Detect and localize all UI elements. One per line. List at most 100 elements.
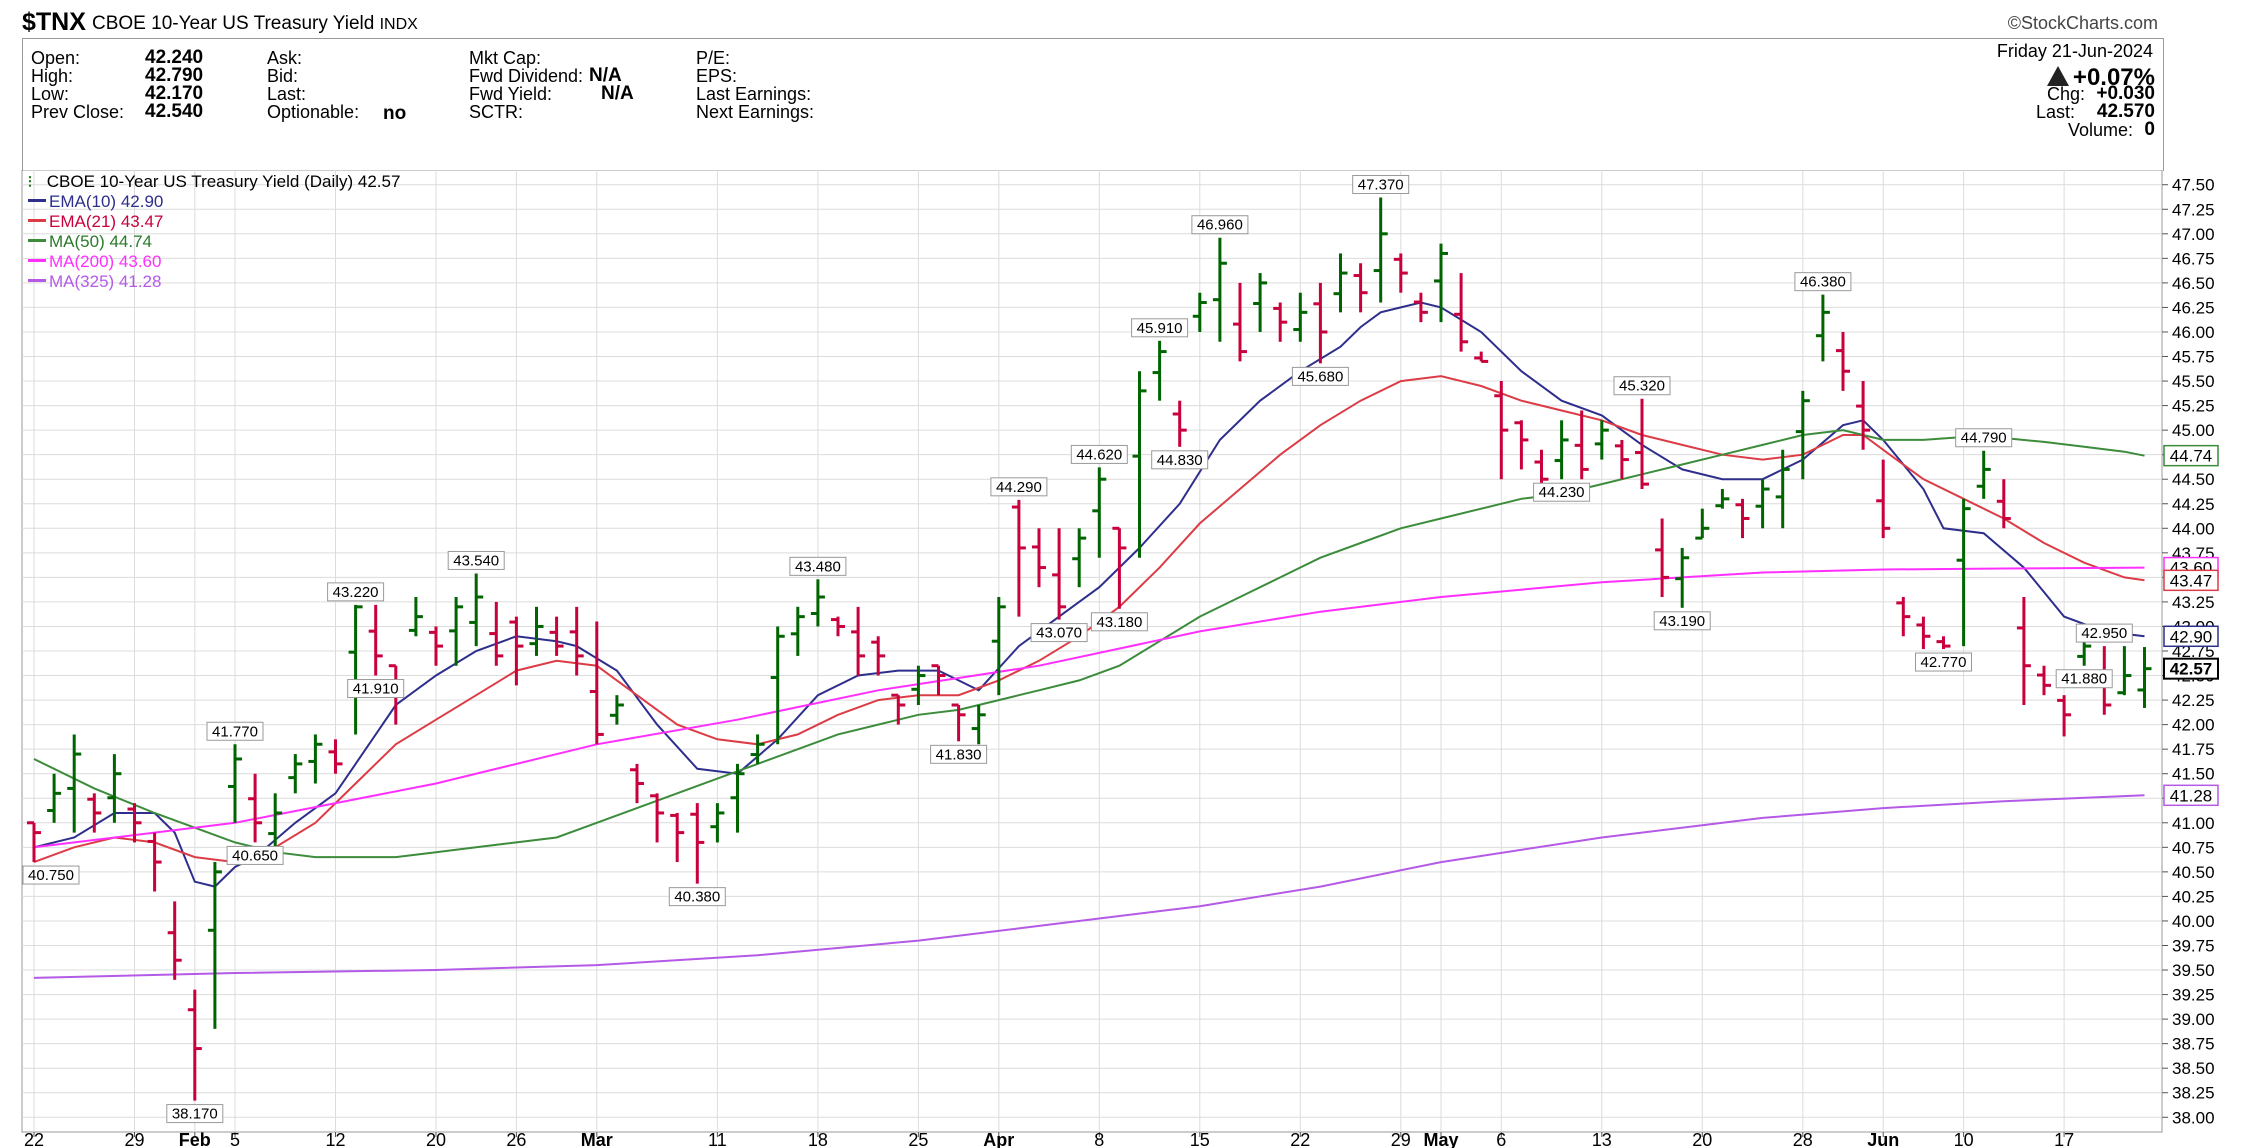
axis-tag-ma50: 44.74 <box>2163 444 2219 467</box>
x-tick-label: 22 <box>24 1130 44 1148</box>
callout-box <box>1653 611 1711 631</box>
y-tick-label: 46.75 <box>2172 249 2215 268</box>
x-tick-label: 13 <box>1592 1130 1612 1148</box>
axis-tag-ema21: 43.47 <box>2163 569 2219 592</box>
price-callout: 45.320 <box>1613 376 1671 396</box>
ohlc-bar <box>2057 695 2072 737</box>
callout-label: 41.880 <box>2061 671 2107 688</box>
ohlc-bar <box>127 803 142 843</box>
ohlc-bar <box>228 744 242 823</box>
callout-label: 45.910 <box>1137 320 1183 337</box>
y-tick-label: 45.50 <box>2172 372 2215 391</box>
low-label: Low: <box>31 84 70 104</box>
ohlc-bar <box>690 803 705 884</box>
ohlc-bar <box>87 793 102 833</box>
callout-label: 44.830 <box>1157 452 1203 469</box>
ohlc-bar <box>810 579 825 627</box>
callout-box <box>1794 272 1852 292</box>
fwd-dividend-value: N/A <box>589 65 622 86</box>
callout-box <box>166 1104 224 1124</box>
callout-label: 45.680 <box>1297 368 1343 385</box>
x-tick-label: 25 <box>908 1130 928 1148</box>
low-value: 42.170 <box>145 83 204 104</box>
ohlc-bar <box>2117 646 2132 696</box>
y-tick-label: 41.50 <box>2172 765 2215 784</box>
ticker-symbol: $TNX <box>22 8 86 36</box>
callout-box <box>1533 482 1591 502</box>
callout-box <box>668 887 726 907</box>
bar-chart-icon: ⫶ <box>28 174 32 191</box>
y-tick-label: 40.50 <box>2172 863 2215 882</box>
ohlc-bar <box>1333 253 1348 313</box>
price-callout: 41.770 <box>206 721 264 741</box>
ohlc-bar <box>1695 508 1710 540</box>
axis-tag-label: 43.47 <box>2170 571 2213 590</box>
ohlc-bar <box>1192 292 1207 332</box>
price-callout: 45.910 <box>1131 318 1189 338</box>
ohlc-bar <box>670 812 685 863</box>
quote-date: Friday 21-Jun-2024 <box>1996 41 2153 61</box>
callout-box <box>1613 376 1671 396</box>
ohlc-bar <box>1675 547 1690 608</box>
x-axis: 22 29 Feb 5 12 20 26 Mar 11 18 25 Apr 8 15 22 29 May 6 13 2… <box>24 1130 2074 1148</box>
ohlc-bar <box>1795 390 1810 480</box>
price-callout: 43.190 <box>1653 611 1711 631</box>
price-callout: 40.750 <box>22 865 80 885</box>
legend-ema10: EMA(10) 42.90 <box>28 192 400 212</box>
callout-label: 46.960 <box>1197 217 1243 234</box>
ohlc-bar <box>1614 439 1629 480</box>
ohlc-bar <box>1032 528 1046 588</box>
ohlc-bar <box>1273 302 1288 342</box>
callout-box <box>1955 428 2013 448</box>
optionable-value: no <box>383 103 407 124</box>
sctr-label: SCTR: <box>469 102 523 122</box>
y-tick-label: 47.25 <box>2172 200 2215 219</box>
price-callout: 44.620 <box>1070 444 1128 464</box>
x-tick-label: 29 <box>124 1130 144 1148</box>
ohlc-bar <box>1112 526 1127 609</box>
ohlc-bar <box>911 665 926 705</box>
next-earnings-label: Next Earnings: <box>696 102 815 122</box>
legend-title: ⫶ CBOE 10-Year US Treasury Yield (Daily)… <box>28 172 400 192</box>
callout-label: 40.380 <box>674 889 720 906</box>
prev-close-label: Prev Close: <box>31 102 125 122</box>
ohlc-bar <box>1233 282 1247 362</box>
ohlc-bar <box>1253 273 1268 332</box>
ohlc-bar <box>1514 420 1529 470</box>
callout-label: 41.910 <box>353 681 399 698</box>
price-callout: 41.830 <box>930 744 988 764</box>
callout-label: 40.650 <box>232 847 278 864</box>
legend-label: MA(50) <box>49 232 105 251</box>
legend-label: MA(325) <box>49 272 115 291</box>
ohlc-bar <box>891 693 906 725</box>
callout-label: 44.230 <box>1539 484 1585 501</box>
ohlc-bar <box>971 704 986 745</box>
x-tick-label: 20 <box>426 1130 446 1148</box>
ohlc-bar <box>1594 420 1609 460</box>
ohlc-bar <box>770 626 785 745</box>
axis-tag-label: 41.28 <box>2170 786 2213 805</box>
y-tick-label: 39.75 <box>2172 936 2215 955</box>
callout-box <box>1191 215 1249 235</box>
callout-box <box>789 556 847 576</box>
price-callout: 44.290 <box>990 477 1048 497</box>
ohlc-bar <box>509 616 524 686</box>
ohlc-bar <box>790 606 805 656</box>
mkt-cap-label: Mkt Cap: <box>469 48 542 68</box>
ohlc-bar <box>408 597 423 637</box>
y-tick-label: 47.00 <box>2172 225 2215 244</box>
x-tick-label: 11 <box>708 1130 727 1148</box>
x-tick-label: 8 <box>1094 1130 1104 1148</box>
ohlc-bar <box>1775 449 1790 529</box>
y-tick-label: 41.75 <box>2172 740 2215 759</box>
x-tick-label: 10 <box>1954 1130 1974 1148</box>
price-callout: 42.950 <box>2075 623 2133 643</box>
eps-label: EPS: <box>696 66 738 86</box>
callout-box <box>1070 444 1128 464</box>
callout-label: 42.950 <box>2081 625 2127 642</box>
ohlc-bar <box>207 862 222 1029</box>
ohlc-bar <box>710 803 725 843</box>
y-tick-label: 44.00 <box>2172 519 2215 538</box>
x-tick-label: 26 <box>506 1130 526 1148</box>
